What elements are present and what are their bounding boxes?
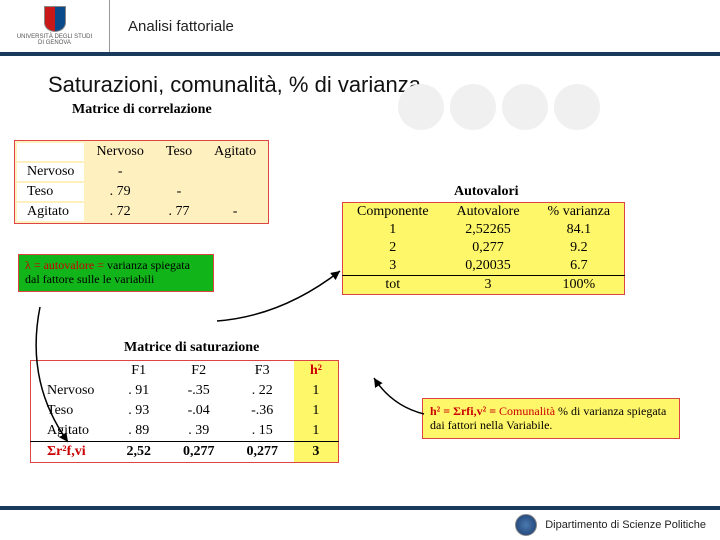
eigen-cell: 6.7 — [534, 257, 625, 276]
eigen-cell: 1 — [343, 221, 443, 239]
university-name: UNIVERSITÀ DEGLI STUDI DI GENOVA — [17, 34, 92, 46]
corr-col: Teso — [156, 143, 202, 161]
sat-h2-col: h² — [294, 361, 338, 382]
sat-h2: 1 — [294, 401, 338, 421]
lambda-symbol: λ = autovalore = — [25, 258, 107, 272]
eigen-cell: 0,277 — [443, 239, 534, 257]
sat-col: F2 — [167, 361, 231, 382]
background-circles — [398, 84, 600, 130]
eigen-cell: 2 — [343, 239, 443, 257]
arrow-icon — [212, 266, 352, 336]
sat-cell: -.36 — [230, 401, 294, 421]
corr-cell: - — [156, 183, 202, 201]
slide-title: Saturazioni, comunalità, % di varianza — [48, 72, 706, 98]
sat-sum: 2,52 — [110, 442, 167, 463]
sat-cell: . 89 — [110, 421, 167, 442]
eigen-col: % varianza — [534, 203, 625, 222]
sat-h2: 1 — [294, 421, 338, 442]
corr-col: Nervoso — [86, 143, 153, 161]
eigen-cell: 2,52265 — [443, 221, 534, 239]
lambda-note: λ = autovalore = varianza spiegata dal f… — [18, 254, 214, 292]
eigen-total: 100% — [534, 276, 625, 295]
corr-cell — [204, 183, 266, 201]
corr-cell: - — [204, 203, 266, 221]
corr-cell: . 79 — [86, 183, 153, 201]
eigen-cell: 0,20035 — [443, 257, 534, 276]
sat-cell: -.04 — [167, 401, 231, 421]
bg-circle — [450, 84, 496, 130]
eigen-total: tot — [343, 276, 443, 295]
sat-cell: . 91 — [110, 381, 167, 401]
sat-sum: 0,277 — [167, 442, 231, 463]
corr-rowlabel: Agitato — [17, 203, 84, 221]
eigen-label: Autovalori — [454, 184, 519, 200]
correlation-table: Nervoso Teso Agitato Nervoso - Teso . 79… — [14, 140, 269, 224]
corr-cell: . 77 — [156, 203, 202, 221]
corr-cell — [204, 163, 266, 181]
footer: Dipartimento di Scienze Politiche — [0, 506, 720, 540]
bg-circle — [554, 84, 600, 130]
eigen-total: 3 — [443, 276, 534, 295]
sat-sum: 3 — [294, 442, 338, 463]
shield-icon — [44, 6, 66, 32]
arrow-icon — [30, 302, 110, 452]
sat-cell: . 93 — [110, 401, 167, 421]
correlation-label: Matrice di correlazione — [72, 102, 706, 118]
seal-icon — [515, 514, 537, 536]
footer-text: Dipartimento di Scienze Politiche — [545, 519, 706, 531]
bg-circle — [502, 84, 548, 130]
saturation-label: Matrice di saturazione — [124, 340, 259, 356]
eigen-col: Autovalore — [443, 203, 534, 222]
eigen-cell: 9.2 — [534, 239, 625, 257]
header-title: Analisi fattoriale — [110, 18, 234, 35]
header: UNIVERSITÀ DEGLI STUDI DI GENOVA Analisi… — [0, 0, 720, 56]
arrow-icon — [372, 376, 432, 426]
corr-cell: - — [86, 163, 153, 181]
sat-col: F3 — [230, 361, 294, 382]
sat-cell: . 15 — [230, 421, 294, 442]
communality-word: Comunalità — [499, 404, 555, 418]
eigen-cell: 3 — [343, 257, 443, 276]
sat-sum: 0,277 — [230, 442, 294, 463]
university-logo: UNIVERSITÀ DEGLI STUDI DI GENOVA — [0, 0, 110, 52]
eigen-table: Componente Autovalore % varianza 12,5226… — [342, 202, 625, 295]
sat-cell: -.35 — [167, 381, 231, 401]
slide-content: Saturazioni, comunalità, % di varianza M… — [0, 56, 720, 118]
corr-cell: . 72 — [86, 203, 153, 221]
h2-formula: h² = Σrfi,v² = — [430, 404, 499, 418]
sat-cell: . 22 — [230, 381, 294, 401]
eigen-col: Componente — [343, 203, 443, 222]
corr-col: Agitato — [204, 143, 266, 161]
uni-line2: DI GENOVA — [17, 40, 92, 46]
corr-cell — [156, 163, 202, 181]
sat-col: F1 — [110, 361, 167, 382]
communality-note: h² = Σrfi,v² = Comunalità % di varianza … — [422, 398, 680, 439]
sat-cell: . 39 — [167, 421, 231, 442]
bg-circle — [398, 84, 444, 130]
corr-rowlabel: Teso — [17, 183, 84, 201]
eigen-cell: 84.1 — [534, 221, 625, 239]
corr-rowlabel: Nervoso — [17, 163, 84, 181]
sat-h2: 1 — [294, 381, 338, 401]
